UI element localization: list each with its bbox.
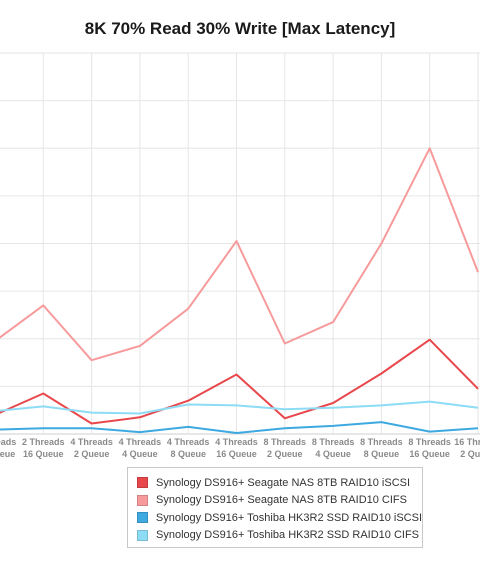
x-tick-label: 8 Threads xyxy=(264,437,307,447)
x-tick-label: 8 Threads xyxy=(408,437,451,447)
series-lines xyxy=(0,147,479,434)
x-tick-label: 2 Queue xyxy=(460,449,480,459)
x-tick-label: 16 Threads xyxy=(454,437,480,447)
x-tick-label: 8 Threads xyxy=(360,437,403,447)
x-tick-label: 16 Queue xyxy=(409,449,450,459)
legend-item[interactable]: Synology DS916+ Seagate NAS 8TB RAID10 i… xyxy=(137,474,422,492)
x-tick-label: 2 Queue xyxy=(74,449,110,459)
legend-swatch xyxy=(137,477,148,489)
x-tick-label: 16 Queue xyxy=(0,449,15,459)
grid-lines xyxy=(0,52,480,435)
legend-label: Synology DS916+ Toshiba HK3R2 SSD RAID10… xyxy=(156,529,420,542)
legend-label: Synology DS916+ Toshiba HK3R2 SSD RAID10… xyxy=(155,511,422,524)
x-tick-label: 8 Queue xyxy=(170,449,206,459)
series-line xyxy=(0,338,479,425)
line-chart: 1 Threads 16 Queue 2 Threads 16 Queue 4 Thre… xyxy=(0,52,480,459)
x-tick-label: 4 Queue xyxy=(122,449,158,459)
legend-label: Synology DS916+ Seagate NAS 8TB RAID10 i… xyxy=(156,476,411,489)
series-line xyxy=(0,421,479,434)
x-tick-label: 4 Threads xyxy=(215,437,258,447)
legend-item[interactable]: Synology DS916+ Toshiba HK3R2 SSD RAID10… xyxy=(137,509,422,527)
series-line xyxy=(0,400,479,415)
chart-title: 8K 70% Read 30% Write [Max Latency] xyxy=(84,19,396,38)
legend-swatch xyxy=(137,512,148,524)
x-tick-label: 8 Threads xyxy=(312,437,355,447)
x-tick-label: 16 Queue xyxy=(23,449,64,459)
legend-item[interactable]: Synology DS916+ Toshiba HK3R2 SSD RAID10… xyxy=(137,527,422,545)
legend: Synology DS916+ Seagate NAS 8TB RAID10 i… xyxy=(127,467,423,548)
legend-swatch xyxy=(137,529,148,541)
x-tick-label: 1 Threads xyxy=(0,437,16,447)
legend-item[interactable]: Synology DS916+ Seagate NAS 8TB RAID10 C… xyxy=(137,492,422,510)
x-tick-label: 4 Queue xyxy=(315,449,351,459)
legend-label: Synology DS916+ Seagate NAS 8TB RAID10 C… xyxy=(156,494,407,507)
x-tick-label: 2 Queue xyxy=(267,449,303,459)
x-tick-labels: 1 Threads 16 Queue 2 Threads 16 Queue 4 Thre… xyxy=(0,437,480,459)
series-line xyxy=(0,147,479,362)
x-tick-label: 2 Threads xyxy=(22,437,65,447)
x-tick-label: 4 Threads xyxy=(70,437,113,447)
x-tick-label: 16 Queue xyxy=(216,449,257,459)
legend-swatch xyxy=(137,494,148,506)
x-tick-label: 4 Threads xyxy=(167,437,210,447)
x-tick-label: 8 Queue xyxy=(364,449,400,459)
x-tick-label: 4 Threads xyxy=(119,437,162,447)
